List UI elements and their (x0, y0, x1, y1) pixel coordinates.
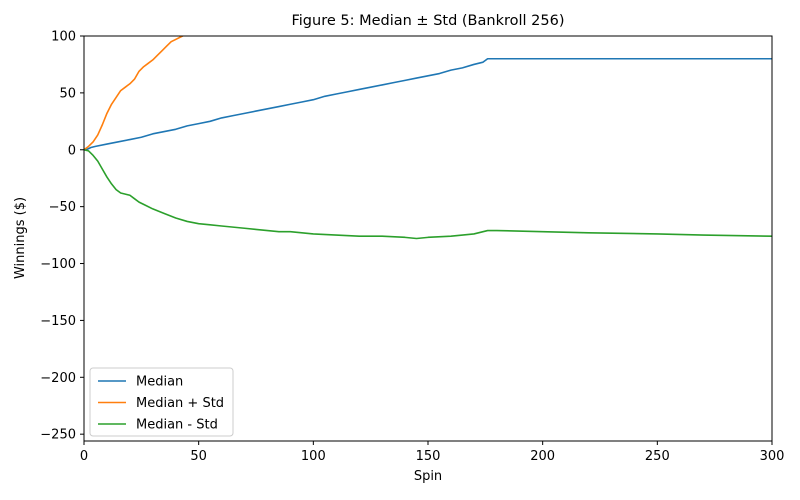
y-tick-label: −50 (49, 200, 76, 215)
x-axis-label: Spin (414, 469, 442, 484)
y-tick-label: 0 (68, 143, 76, 158)
legend-label: Median - Std (136, 418, 218, 433)
x-tick-label: 50 (190, 449, 207, 464)
y-tick-label: 100 (51, 30, 76, 45)
series-line-median-std (84, 148, 772, 240)
series-group (84, 36, 772, 240)
legend-box (89, 367, 234, 437)
x-tick-label: 200 (530, 449, 555, 464)
y-tick-label: −250 (40, 428, 76, 443)
x-tick-label: 250 (645, 449, 670, 464)
y-tick-label: −150 (40, 314, 76, 329)
series-line-median-std (84, 36, 184, 151)
legend-items: Median Median + Std Median - Std (98, 375, 224, 433)
x-tick-label: 150 (416, 449, 441, 464)
x-axis: 0 50 100 150 200 250 300 (80, 441, 785, 464)
series-line-median (84, 57, 772, 151)
y-axis-label: Winnings ($) (13, 197, 28, 279)
x-tick-label: 100 (301, 449, 326, 464)
x-tick-label: 300 (760, 449, 785, 464)
chart-title: Figure 5: Median ± Std (Bankroll 256) (291, 13, 564, 29)
y-axis: −250 −200 −150 −100 −50 0 50 100 (40, 30, 84, 443)
legend-label: Median + Std (136, 396, 224, 411)
x-tick-label: 0 (80, 449, 88, 464)
legend: Median Median + Std Median - Std (89, 367, 234, 437)
legend-label: Median (136, 375, 183, 390)
y-tick-label: 50 (59, 86, 76, 101)
y-tick-label: −100 (40, 257, 76, 272)
y-tick-label: −200 (40, 371, 76, 386)
